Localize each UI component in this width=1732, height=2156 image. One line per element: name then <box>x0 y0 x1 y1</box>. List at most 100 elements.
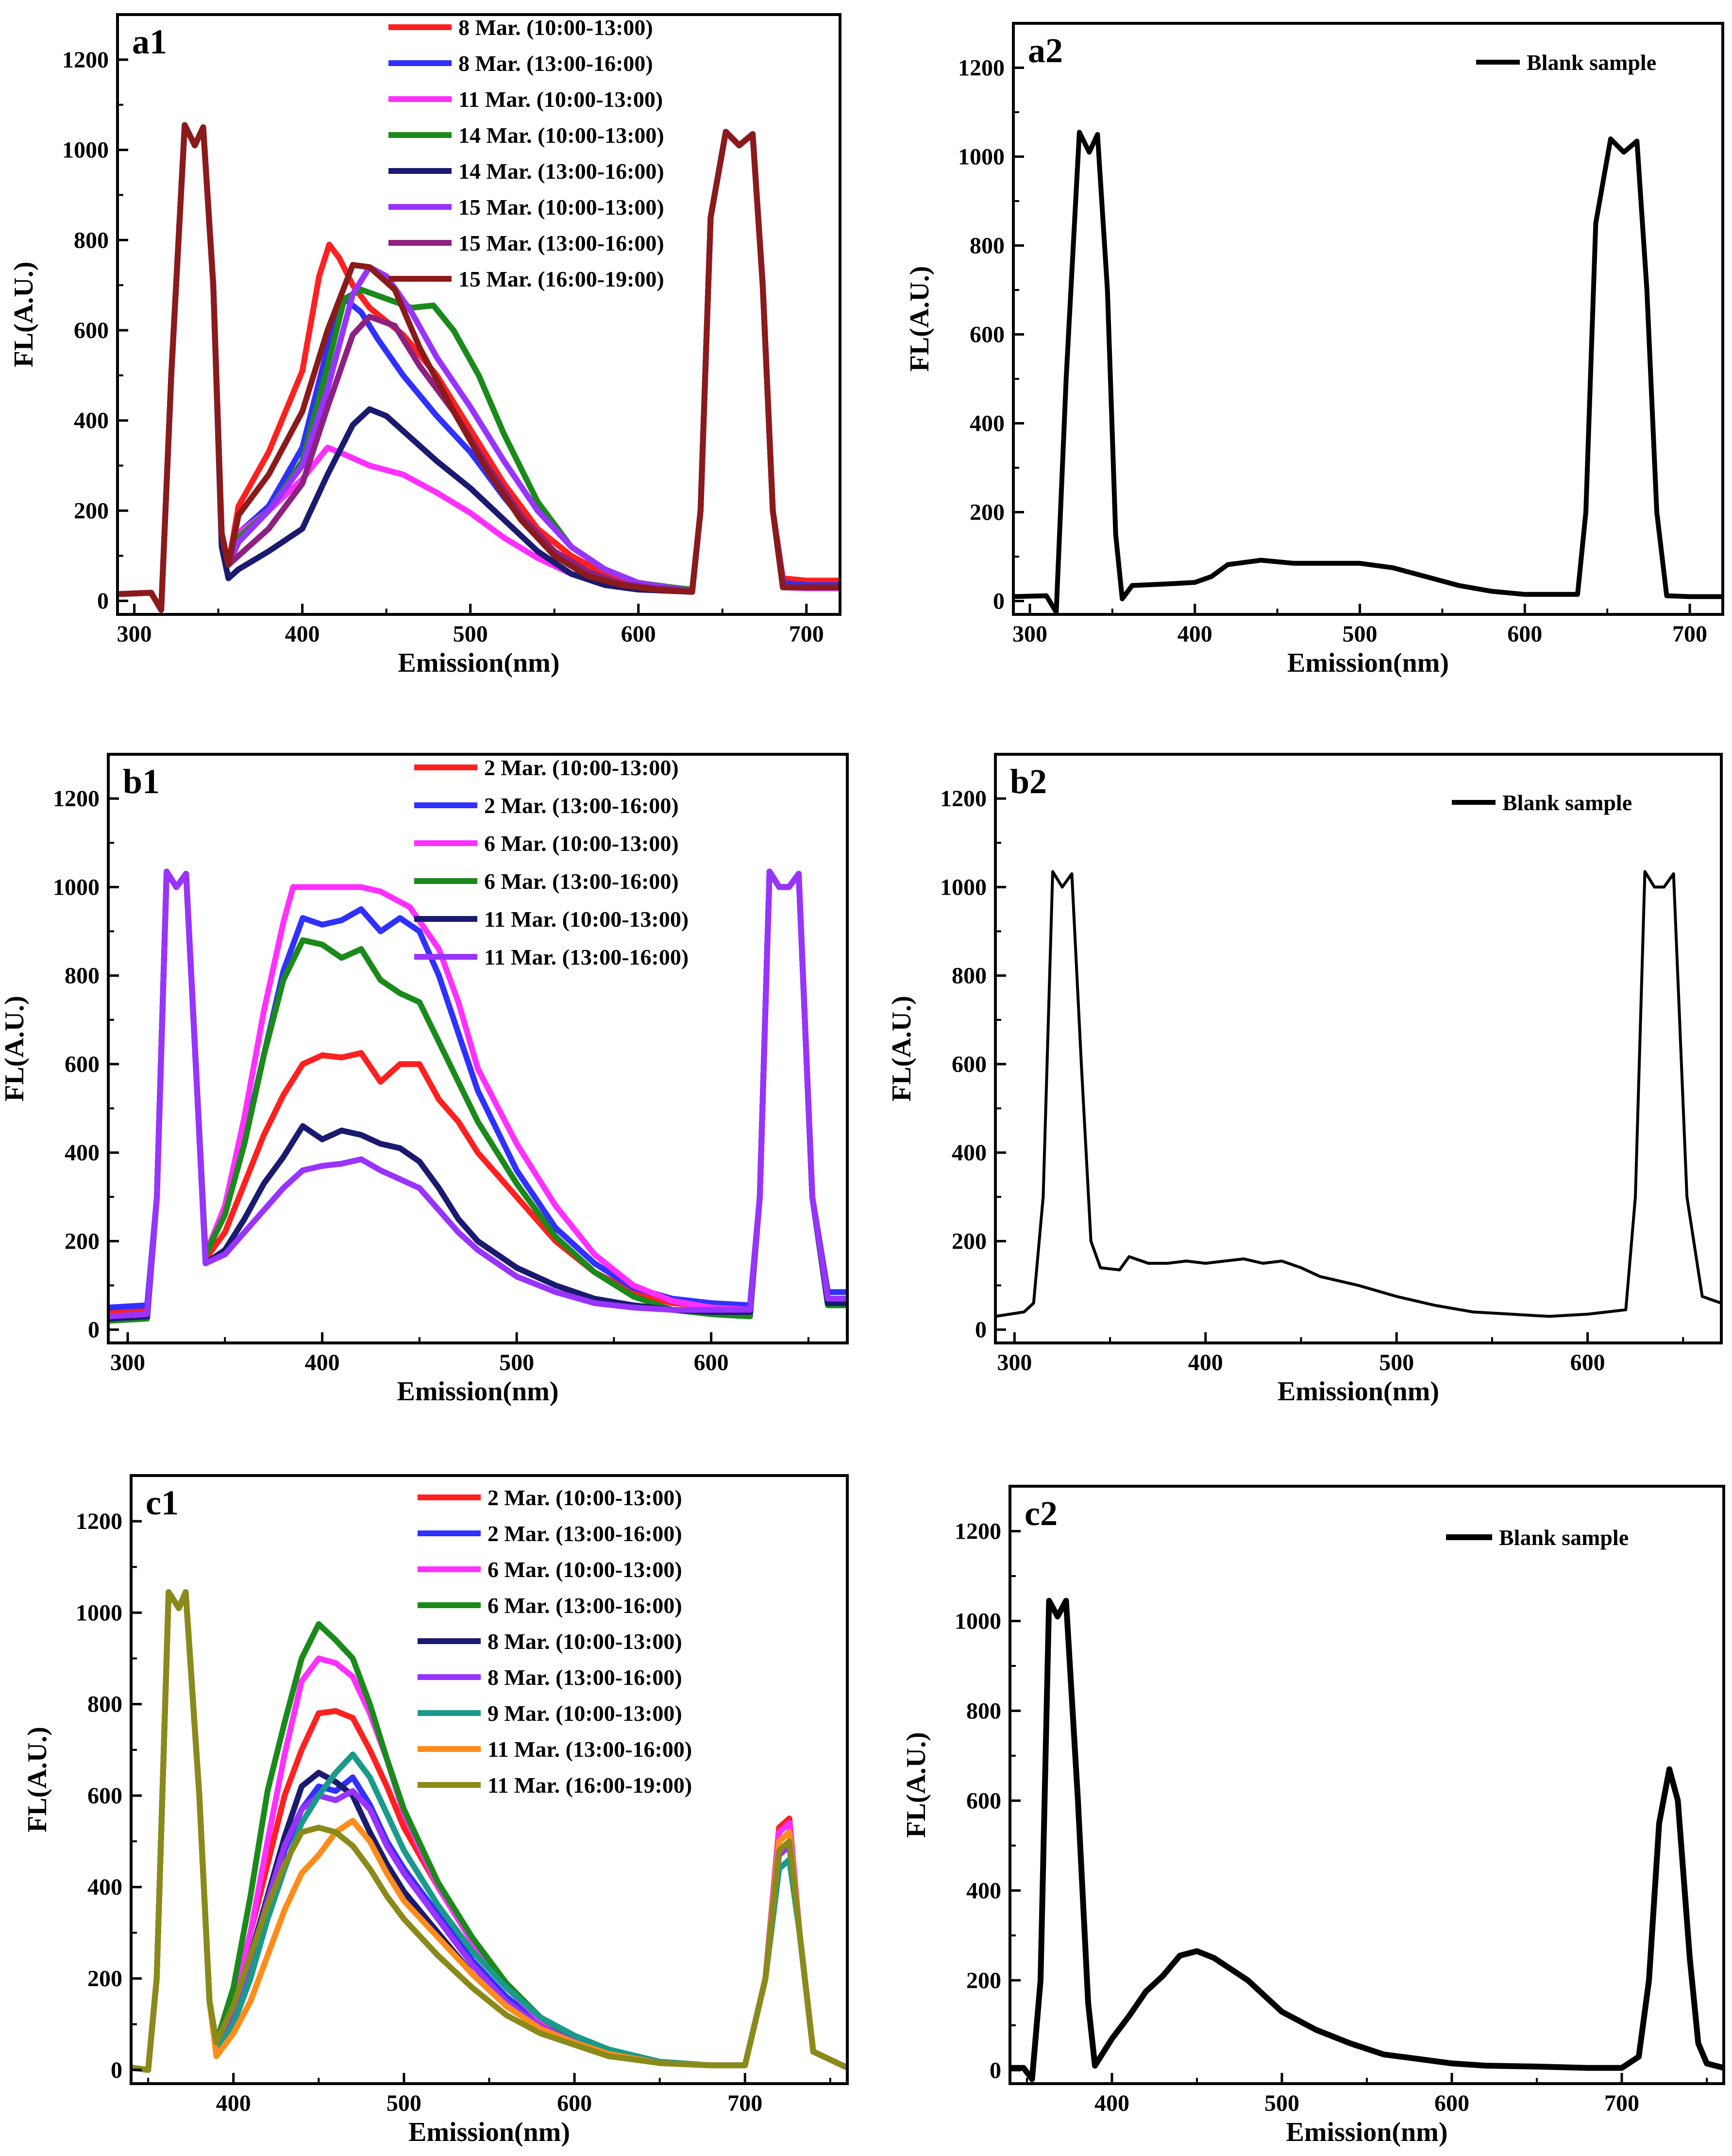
y-tick-label: 600 <box>966 1788 1001 1814</box>
panel-b2: 300 400 500 600 0 200 400 600 800 1000 1200 Emissio… <box>887 753 1723 1407</box>
series-line-b2-0 <box>995 870 1721 1318</box>
y-tick-label: 800 <box>74 227 109 253</box>
x-axis-label: Emission(nm) <box>1287 648 1449 678</box>
y-axis-label: FL(A.U.) <box>0 996 30 1102</box>
panel-a2: 300 400 500 600 700 0 200 400 600 800 1000 1200 Emis… <box>905 22 1724 678</box>
y-tick-label: 1000 <box>940 874 987 900</box>
x-tick-label: 700 <box>1672 621 1707 647</box>
x-tick-label: 300 <box>1012 621 1047 647</box>
y-tick-label: 200 <box>966 1968 1001 1993</box>
y-tick-label: 1200 <box>76 1509 122 1534</box>
series-line-b1-5 <box>108 868 847 1320</box>
y-tick-label: 200 <box>952 1228 987 1254</box>
x-axis-label: Emission(nm) <box>1286 2117 1448 2147</box>
y-tick-label: 200 <box>970 500 1005 526</box>
y-tick-label: 1200 <box>53 786 100 812</box>
legend-entry: 11 Mar. (10:00-13:00) <box>458 87 663 112</box>
y-tick-label: 0 <box>97 588 109 614</box>
y-tick-label: 800 <box>65 963 100 989</box>
y-tick-label: 400 <box>65 1140 100 1166</box>
y-axis-label: FL(A.U.) <box>22 1727 52 1833</box>
x-tick-label: 500 <box>1379 1350 1414 1375</box>
legend-entry: 11 Mar. (13:00-16:00) <box>484 945 689 969</box>
y-tick-label: 400 <box>970 411 1005 437</box>
x-axis-label: Emission(nm) <box>1278 1376 1439 1407</box>
y-tick-label: 800 <box>970 233 1005 259</box>
y-axis-label: FL(A.U.) <box>9 262 39 368</box>
legend-entry: 9 Mar. (10:00-13:00) <box>488 1701 682 1726</box>
y-tick-label: 0 <box>993 589 1005 614</box>
y-tick-label: 800 <box>952 963 987 989</box>
y-tick-label: 1200 <box>955 1518 1001 1544</box>
x-tick-label: 300 <box>117 621 152 647</box>
x-tick-label: 500 <box>1343 621 1378 647</box>
y-tick-label: 200 <box>87 1966 122 1991</box>
legend-entry: 14 Mar. (10:00-13:00) <box>458 123 664 148</box>
legend-entry: 15 Mar. (10:00-13:00) <box>458 195 664 220</box>
x-tick-label: 700 <box>727 2090 762 2116</box>
x-tick-label: 600 <box>694 1350 729 1375</box>
x-tick-label: 500 <box>453 621 488 647</box>
legend-entry: 6 Mar. (10:00-13:00) <box>484 831 679 856</box>
y-tick-label: 0 <box>111 2057 122 2083</box>
x-tick-label: 400 <box>1188 1350 1223 1375</box>
x-axis-label: Emission(nm) <box>408 2117 570 2147</box>
y-axis-label: FL(A.U.) <box>887 996 917 1102</box>
y-tick-label: 400 <box>966 1878 1001 1903</box>
y-tick-label: 400 <box>74 408 109 434</box>
panel-c2: 400 500 600 700 0 200 400 600 800 1000 1200 Emissio… <box>901 1485 1725 2147</box>
legend-entry: 15 Mar. (13:00-16:00) <box>458 231 664 255</box>
y-tick-label: 600 <box>970 322 1005 348</box>
panel-c1: 400 500 600 700 0 200 400 600 800 1000 1200 Emissio… <box>22 1474 849 2147</box>
legend-entry: Blank sample <box>1502 790 1632 815</box>
plot-frame <box>1012 22 1724 616</box>
legend: 2 Mar. (10:00-13:00) 2 Mar. (13:00-16:00)… <box>414 755 689 969</box>
legend-entry: 2 Mar. (13:00-16:00) <box>484 793 679 818</box>
legend-entry: Blank sample <box>1527 50 1656 75</box>
series-line-c1-8 <box>131 1589 847 2073</box>
x-tick-label: 400 <box>1094 2090 1129 2116</box>
y-tick-label: 200 <box>74 498 109 524</box>
x-tick-label: 500 <box>1264 2090 1299 2116</box>
y-tick-label: 0 <box>990 2057 1001 2083</box>
legend: 2 Mar. (10:00-13:00) 2 Mar. (13:00-16:00)… <box>418 1485 692 1798</box>
x-tick-label: 600 <box>557 2090 592 2116</box>
x-tick-label: 300 <box>110 1350 145 1375</box>
legend-entry: 2 Mar. (10:00-13:00) <box>484 755 679 780</box>
legend-entry: 11 Mar. (13:00-16:00) <box>488 1737 692 1762</box>
legend-entry: 8 Mar. (10:00-13:00) <box>458 15 653 40</box>
x-tick-label: 500 <box>499 1350 534 1375</box>
y-tick-label: 400 <box>952 1140 987 1166</box>
x-axis-label: Emission(nm) <box>397 1376 559 1407</box>
legend-entry: 14 Mar. (13:00-16:00) <box>458 159 664 184</box>
y-tick-label: 800 <box>966 1698 1001 1724</box>
y-tick-label: 1000 <box>955 1608 1001 1634</box>
y-tick-label: 800 <box>87 1692 122 1717</box>
legend-entry: 6 Mar. (13:00-16:00) <box>484 869 679 894</box>
y-tick-label: 600 <box>74 318 109 343</box>
legend-entry: 6 Mar. (10:00-13:00) <box>488 1557 682 1582</box>
legend-entry: 8 Mar. (13:00-16:00) <box>458 51 653 76</box>
plot-frame <box>1009 1485 1725 2085</box>
x-tick-label: 500 <box>387 2090 421 2116</box>
y-tick-label: 400 <box>87 1874 122 1900</box>
legend: Blank sample <box>1452 790 1632 815</box>
y-tick-label: 1200 <box>940 786 987 812</box>
x-tick-label: 700 <box>789 621 824 647</box>
legend-entry: 6 Mar. (13:00-16:00) <box>488 1593 682 1618</box>
panel-a1: 300 400 500 600 700 0 200 400 600 800 1000 1200 Emis… <box>9 13 841 678</box>
y-tick-label: 600 <box>952 1052 987 1077</box>
x-tick-label: 600 <box>1507 621 1542 647</box>
y-tick-label: 1200 <box>62 47 109 73</box>
legend: Blank sample <box>1476 50 1656 75</box>
y-tick-label: 0 <box>975 1317 987 1343</box>
legend-entry: 2 Mar. (13:00-16:00) <box>488 1521 682 1546</box>
panel-label: c1 <box>146 1483 179 1522</box>
y-tick-label: 1000 <box>958 144 1005 170</box>
panel-label: a1 <box>132 22 167 61</box>
y-tick-label: 200 <box>65 1228 100 1254</box>
plot-frame <box>116 13 841 616</box>
x-tick-label: 300 <box>997 1350 1032 1375</box>
y-axis-label: FL(A.U.) <box>905 266 935 372</box>
y-tick-label: 600 <box>65 1052 100 1077</box>
